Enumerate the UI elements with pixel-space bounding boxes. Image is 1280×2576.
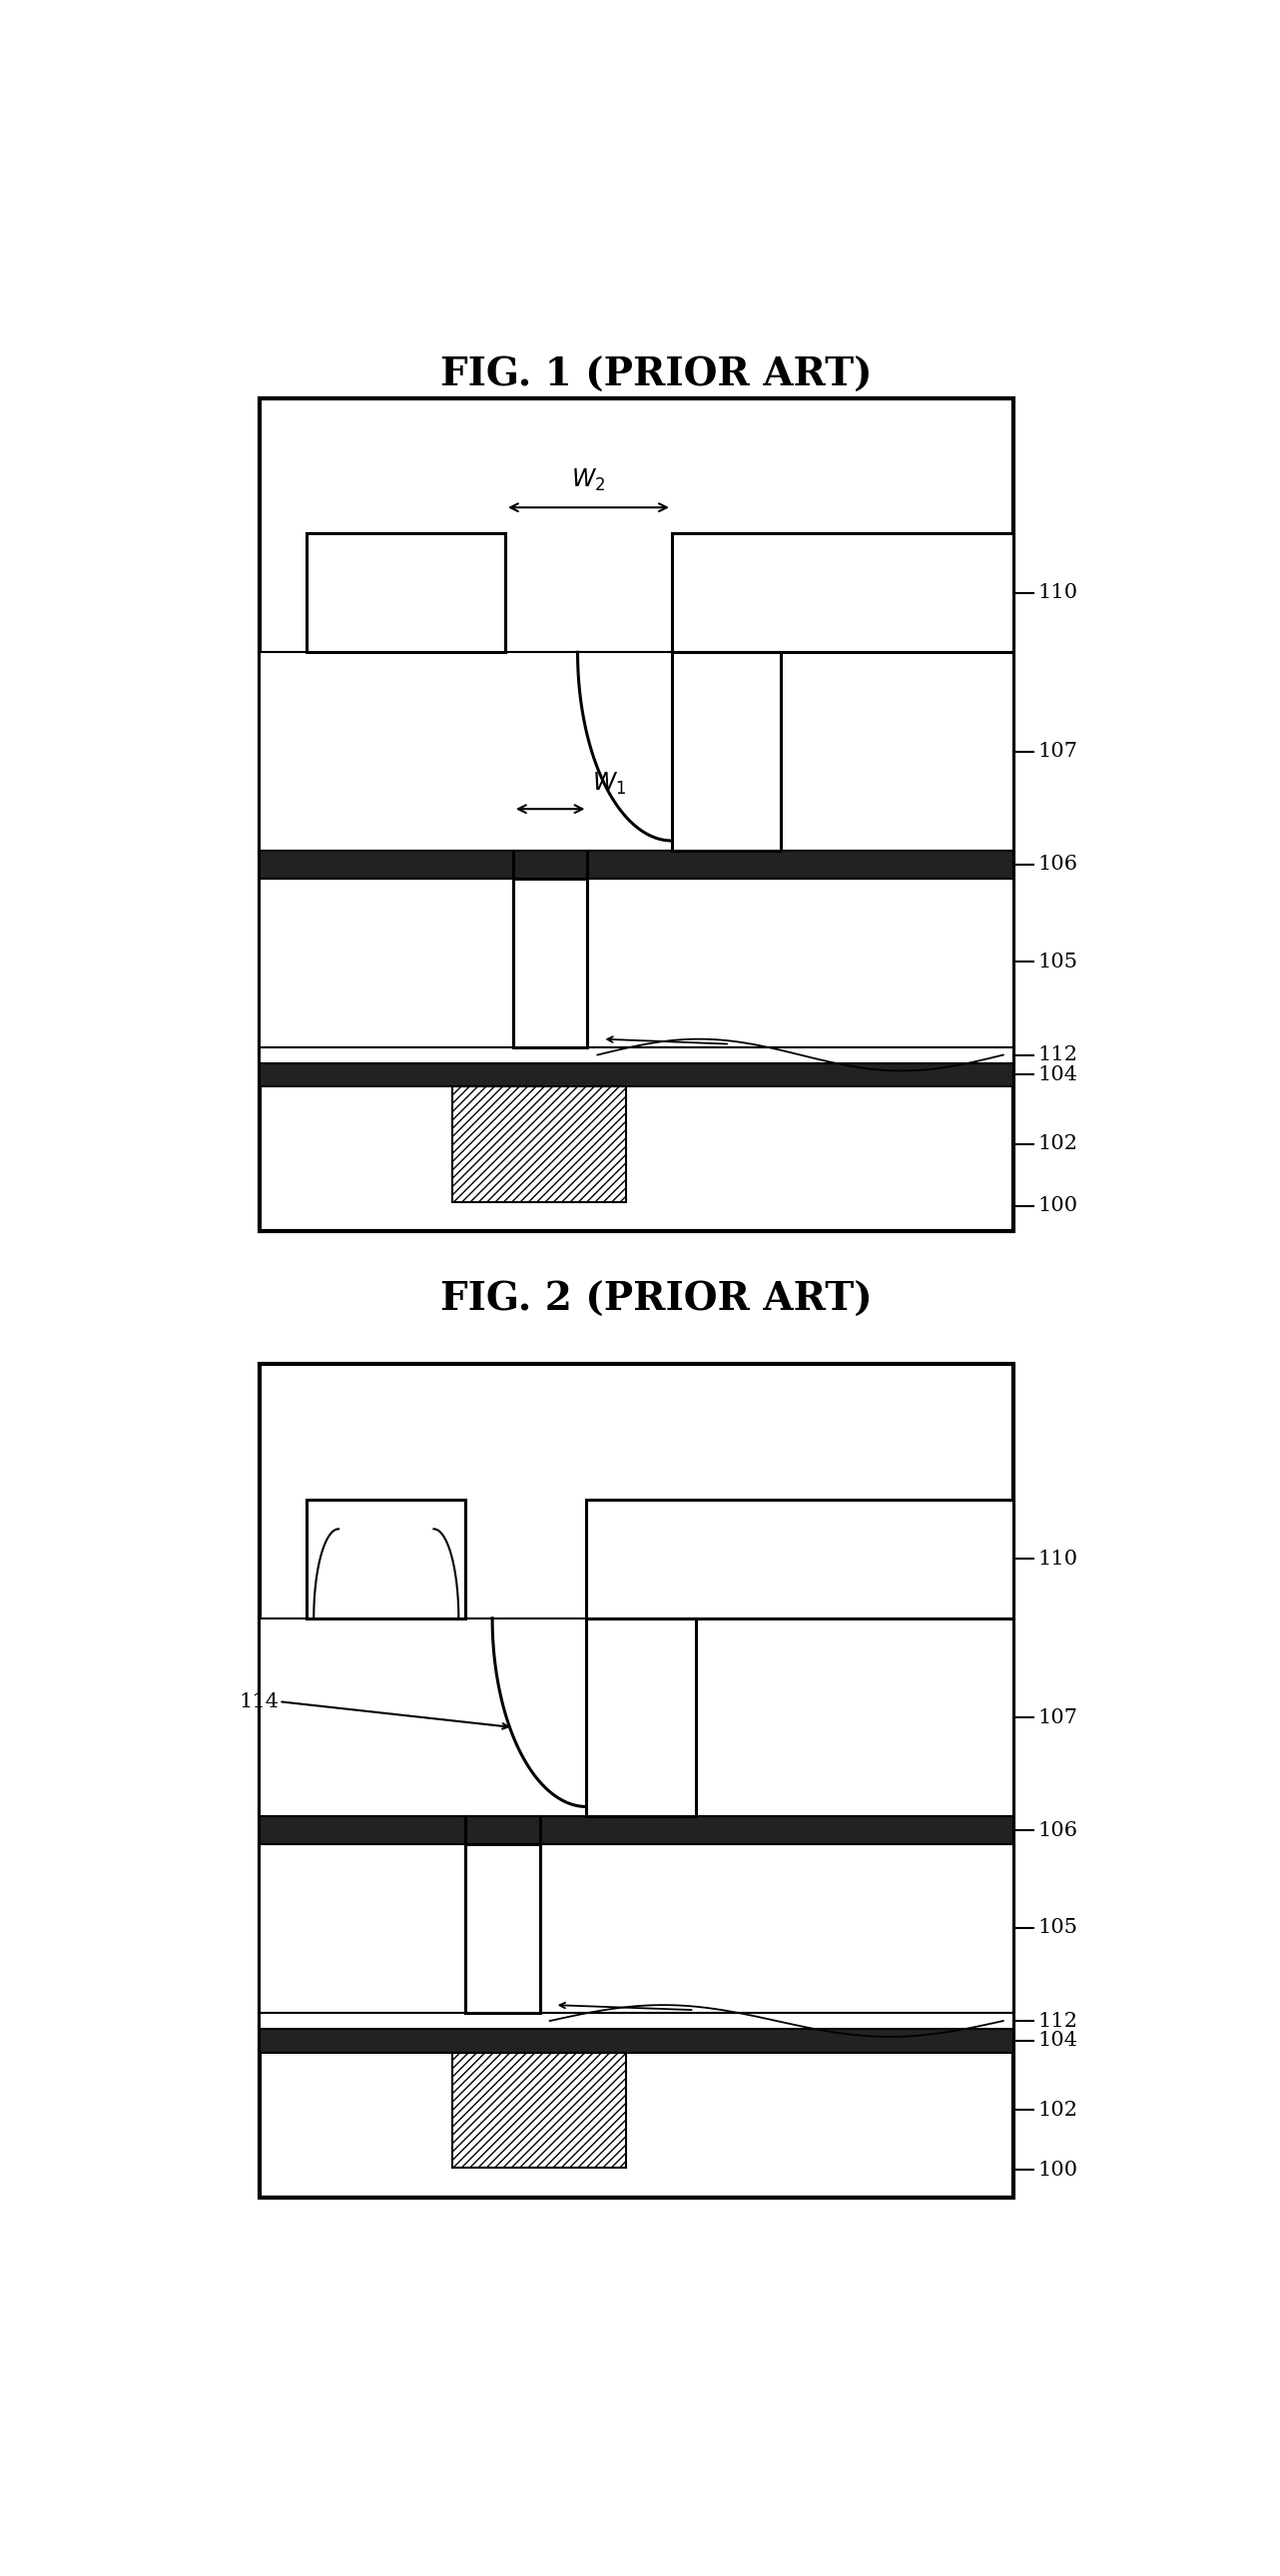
Bar (513, 878, 588, 1046)
Bar (307, 1499, 466, 1618)
Bar (259, 1064, 1014, 1087)
Bar (672, 533, 1014, 652)
Text: 110: 110 (1038, 582, 1078, 603)
Text: 107: 107 (1038, 1708, 1078, 1726)
Text: 105: 105 (1038, 953, 1078, 971)
Text: $W_2$: $W_2$ (571, 466, 605, 495)
Text: 100: 100 (1038, 1195, 1078, 1216)
Text: $W_1$: $W_1$ (593, 770, 627, 796)
Bar (259, 2012, 1014, 2030)
Text: 110: 110 (1038, 1548, 1078, 1569)
Bar (672, 652, 781, 850)
Bar (259, 652, 1014, 850)
Bar (259, 1816, 1014, 1844)
Text: 106: 106 (1038, 1821, 1078, 1839)
Bar (259, 1046, 1014, 1064)
Text: 105: 105 (1038, 1919, 1078, 1937)
Bar (259, 399, 1014, 1231)
Bar (466, 1844, 540, 2012)
Text: 100: 100 (1038, 2161, 1078, 2179)
Bar (259, 1365, 1014, 2197)
Bar (586, 1499, 1014, 1618)
Bar (453, 2053, 626, 2166)
Text: 102: 102 (1038, 1133, 1078, 1154)
Text: 102: 102 (1038, 2099, 1078, 2120)
Text: 104: 104 (1038, 2032, 1078, 2050)
Bar (259, 878, 1014, 1046)
Bar (307, 533, 506, 652)
Bar (259, 1844, 1014, 2012)
Text: FIG. 1 (PRIOR ART): FIG. 1 (PRIOR ART) (440, 355, 872, 394)
Bar (453, 1087, 626, 1200)
Text: 106: 106 (1038, 855, 1078, 873)
Text: 112: 112 (1038, 1046, 1078, 1064)
Text: 114: 114 (239, 1692, 279, 1710)
Text: 107: 107 (1038, 742, 1078, 760)
Bar (259, 1618, 1014, 1816)
Bar (259, 850, 1014, 878)
Bar (259, 2030, 1014, 2053)
Text: 104: 104 (1038, 1066, 1078, 1084)
Text: 112: 112 (1038, 2012, 1078, 2030)
Bar (586, 1618, 696, 1816)
Text: FIG. 2 (PRIOR ART): FIG. 2 (PRIOR ART) (440, 1280, 872, 1319)
